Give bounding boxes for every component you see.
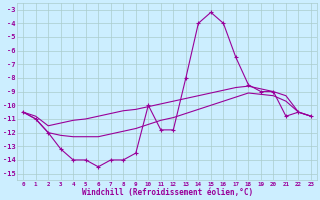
X-axis label: Windchill (Refroidissement éolien,°C): Windchill (Refroidissement éolien,°C) xyxy=(82,188,252,197)
